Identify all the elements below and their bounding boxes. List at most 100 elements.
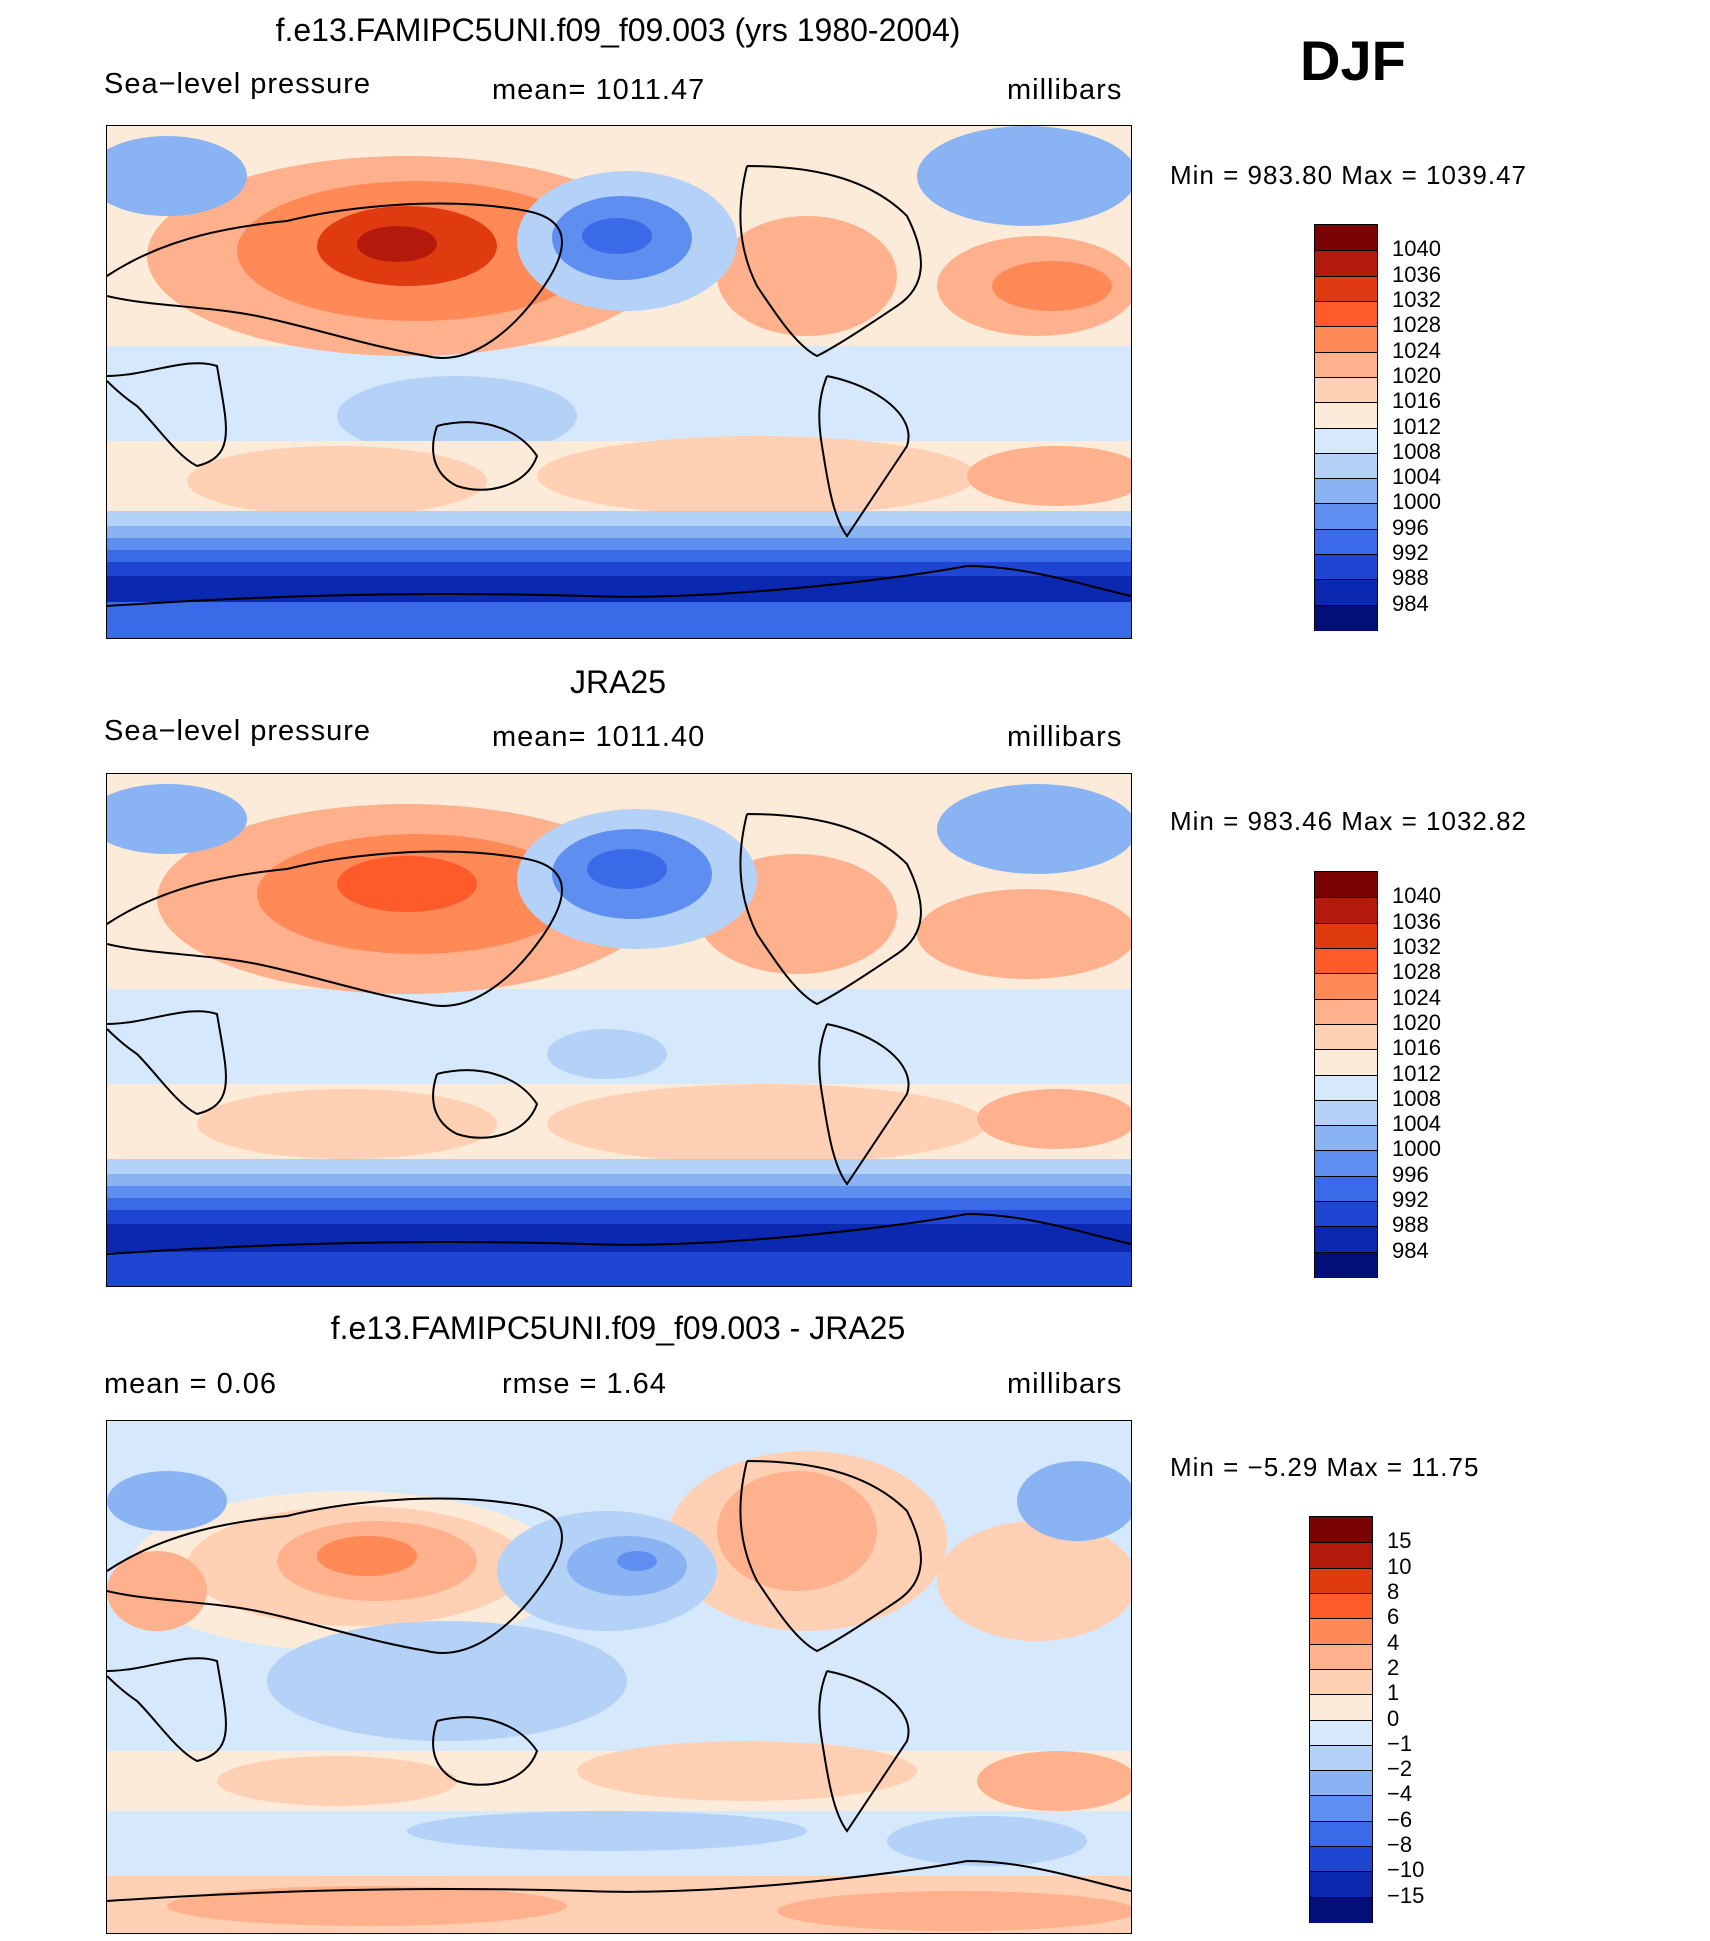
colorbar-swatch [1315, 503, 1377, 530]
colorbar-tick-label: 1012 [1392, 413, 1441, 439]
colorbar-swatch [1315, 579, 1377, 606]
colorbar-tick-label: 992 [1392, 540, 1429, 566]
colorbar-swatch [1310, 1643, 1372, 1670]
colorbar-swatch [1315, 1226, 1377, 1253]
colorbar-swatch [1315, 300, 1377, 328]
colorbar-tick-label: 4 [1387, 1629, 1400, 1655]
colorbar-swatch [1315, 897, 1377, 924]
colorbar-tick-label: 1 [1387, 1680, 1400, 1706]
colorbar-tick-label: 1012 [1392, 1060, 1441, 1086]
colorbar-tick-label: −8 [1387, 1832, 1413, 1858]
panel-2-colorbar [1314, 871, 1378, 1278]
colorbar-swatch [1315, 1175, 1377, 1203]
panel-2-minmax: Min = 983.46 Max = 1032.82 [1170, 806, 1528, 836]
colorbar-tick-label: −15 [1387, 1882, 1425, 1908]
panel-2-map [106, 773, 1132, 1287]
colorbar-swatch [1315, 225, 1377, 251]
colorbar-tick-label: 1036 [1392, 261, 1441, 287]
colorbar-tick-label: 1020 [1392, 1009, 1441, 1035]
colorbar-swatch [1315, 376, 1377, 404]
panel-1-mean-label: mean= 1011.47 [492, 74, 706, 106]
panel-1-variable-label: Sea−level pressure [104, 68, 372, 100]
colorbar-tick-label: 1020 [1392, 362, 1441, 388]
colorbar-tick-label: 1016 [1392, 388, 1441, 414]
colorbar-swatch [1315, 1099, 1377, 1127]
colorbar-swatch [1315, 326, 1377, 353]
panel-3-units-label: millibars [1007, 1368, 1123, 1400]
colorbar-swatch [1315, 427, 1377, 454]
colorbar-tick-label: 15 [1387, 1528, 1412, 1554]
colorbar-swatch [1310, 1542, 1372, 1569]
panel-1-units-label: millibars [1007, 74, 1123, 106]
colorbar-tick-label: 10 [1387, 1553, 1412, 1579]
colorbar-tick-label: 1028 [1392, 312, 1441, 338]
colorbar-tick-label: 984 [1392, 1237, 1429, 1263]
colorbar-tick-label: 8 [1387, 1578, 1400, 1604]
colorbar-tick-label: 6 [1387, 1604, 1400, 1630]
colorbar-swatch [1315, 1201, 1377, 1228]
colorbar-tick-label: 996 [1392, 514, 1429, 540]
colorbar-swatch [1315, 998, 1377, 1025]
colorbar-tick-label: 1028 [1392, 959, 1441, 985]
colorbar-swatch [1315, 947, 1377, 975]
colorbar-swatch [1315, 1125, 1377, 1152]
panel-1-map [106, 125, 1132, 639]
colorbar-tick-label: −4 [1387, 1781, 1413, 1807]
panel-3-rmse-label: rmse = 1.64 [502, 1368, 667, 1400]
colorbar-swatch [1315, 452, 1377, 480]
colorbar-swatch [1310, 1592, 1372, 1620]
colorbar-swatch [1310, 1744, 1372, 1772]
colorbar-tick-label: 988 [1392, 1212, 1429, 1238]
panel-3-map [106, 1420, 1132, 1934]
colorbar-tick-label: −2 [1387, 1756, 1413, 1782]
colorbar-swatch [1315, 554, 1377, 581]
panel-3-colorbar [1309, 1516, 1373, 1923]
colorbar-swatch [1310, 1618, 1372, 1645]
colorbar-swatch [1315, 1023, 1377, 1051]
colorbar-tick-label: 1032 [1392, 933, 1441, 959]
colorbar-swatch [1315, 250, 1377, 277]
colorbar-swatch [1315, 604, 1377, 631]
colorbar-swatch [1310, 1668, 1372, 1696]
colorbar-tick-label: 984 [1392, 590, 1429, 616]
panel-2-title: JRA25 [569, 664, 667, 700]
colorbar-tick-label: 1036 [1392, 908, 1441, 934]
colorbar-tick-label: 1032 [1392, 286, 1441, 312]
colorbar-swatch [1315, 1251, 1377, 1278]
colorbar-tick-label: 1008 [1392, 1085, 1441, 1111]
colorbar-swatch [1310, 1846, 1372, 1873]
colorbar-tick-label: 992 [1392, 1187, 1429, 1213]
panel-3-title: f.e13.FAMIPC5UNI.f09_f09.003 - JRA25 [330, 1310, 906, 1346]
colorbar-tick-label: 0 [1387, 1705, 1400, 1731]
colorbar-swatch [1310, 1694, 1372, 1721]
colorbar-swatch [1315, 1150, 1377, 1177]
season-label: DJF [1300, 29, 1406, 92]
colorbar-tick-label: −6 [1387, 1806, 1413, 1832]
colorbar-tick-label: 1000 [1392, 1136, 1441, 1162]
panel-3-minmax: Min = −5.29 Max = 11.75 [1170, 1452, 1480, 1482]
colorbar-swatch [1310, 1770, 1372, 1797]
colorbar-swatch [1315, 973, 1377, 1000]
colorbar-tick-label: 1004 [1392, 1111, 1441, 1137]
colorbar-swatch [1310, 1896, 1372, 1923]
colorbar-swatch [1310, 1567, 1372, 1594]
colorbar-tick-label: 2 [1387, 1654, 1400, 1680]
panel-2-variable-label: Sea−level pressure [104, 715, 372, 747]
colorbar-tick-label: −1 [1387, 1730, 1413, 1756]
colorbar-tick-label: 1016 [1392, 1035, 1441, 1061]
colorbar-swatch [1315, 872, 1377, 898]
colorbar-swatch [1315, 1074, 1377, 1101]
panel-1-colorbar [1314, 224, 1378, 631]
panel-1-minmax: Min = 983.80 Max = 1039.47 [1170, 160, 1528, 190]
colorbar-swatch [1315, 275, 1377, 302]
colorbar-tick-label: 1004 [1392, 464, 1441, 490]
colorbar-tick-label: −10 [1387, 1857, 1425, 1883]
colorbar-swatch [1315, 351, 1377, 378]
panel-2-units-label: millibars [1007, 721, 1123, 753]
colorbar-swatch [1315, 402, 1377, 429]
panel-2-mean-label: mean= 1011.40 [492, 721, 706, 753]
colorbar-swatch [1310, 1871, 1372, 1898]
panel-3-mean-label: mean = 0.06 [104, 1368, 278, 1400]
panel-1-title: f.e13.FAMIPC5UNI.f09_f09.003 (yrs 1980-2… [275, 12, 961, 48]
colorbar-swatch [1310, 1820, 1372, 1848]
